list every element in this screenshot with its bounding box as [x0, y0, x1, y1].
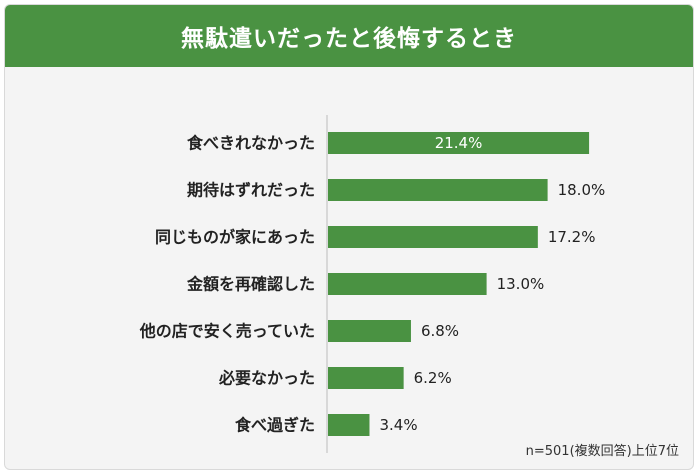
- bar: [328, 179, 548, 201]
- category-label: 金額を再確認した: [186, 275, 315, 294]
- bar: [328, 132, 590, 154]
- value-label: 6.8%: [421, 322, 459, 340]
- bar: [328, 273, 487, 295]
- value-label: 6.2%: [414, 369, 452, 387]
- category-label: 食べ過ぎた: [234, 416, 315, 435]
- sample-footnote: n=501(複数回答)上位7位: [525, 444, 679, 459]
- category-label: 他の店で安く売っていた: [139, 322, 315, 341]
- category-label: 同じものが家にあった: [155, 228, 315, 247]
- chart-card: 無駄遣いだったと後悔するとき 食べきれなかった 21.4% 期待はずれだった 18.0…: [4, 4, 694, 470]
- value-label: 13.0%: [497, 275, 545, 293]
- value-label: 17.2%: [548, 228, 596, 246]
- bar: [328, 367, 404, 389]
- bar: [328, 320, 411, 342]
- category-label: 必要なかった: [218, 369, 315, 388]
- category-label: 期待はずれだった: [187, 181, 315, 200]
- chart-title: 無駄遣いだったと後悔するとき: [181, 26, 517, 52]
- category-label: 食べきれなかった: [186, 134, 315, 153]
- bar: [328, 414, 370, 436]
- value-label: 21.4%: [435, 134, 483, 152]
- bar: [328, 226, 538, 248]
- value-label: 3.4%: [379, 416, 417, 434]
- title-bar: 無駄遣いだったと後悔するとき: [5, 5, 693, 67]
- value-label: 18.0%: [558, 181, 606, 199]
- bar-chart: 食べきれなかった 21.4% 期待はずれだった 18.0% 同じものが家にあった 17.2…: [139, 115, 606, 453]
